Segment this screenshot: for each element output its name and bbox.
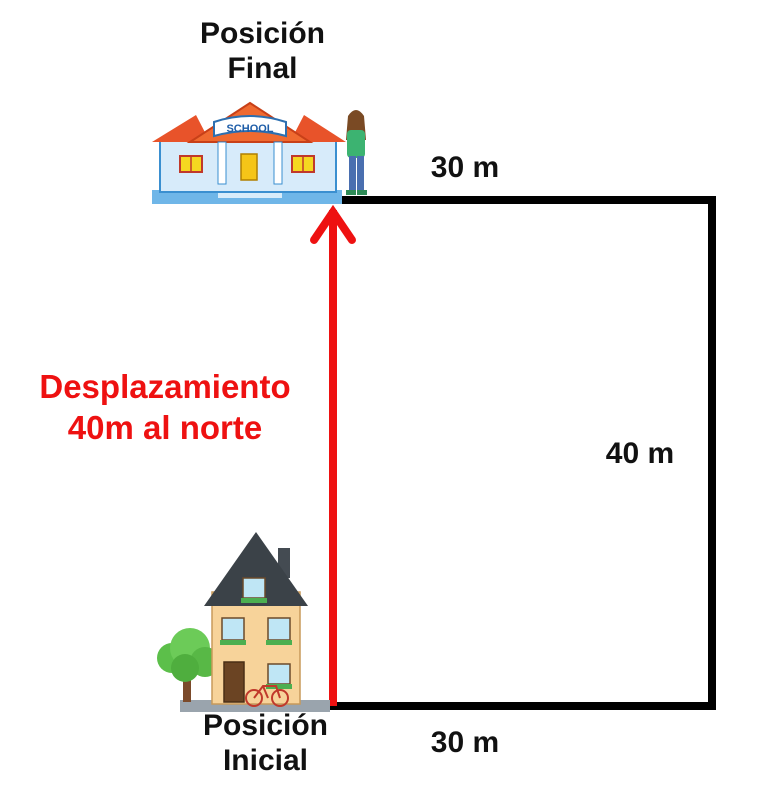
displacement-label: Desplazamiento 40m al norte: [10, 366, 320, 449]
displacement-line1: Desplazamiento: [39, 368, 291, 405]
final-position-line1: Posición: [199, 17, 326, 50]
walked-path: [329, 196, 716, 710]
tree-icon: [157, 628, 220, 702]
displacement-arrowhead: [310, 204, 356, 244]
final-position-line2: Final: [227, 52, 298, 86]
school-icon: SCHOOL: [152, 101, 346, 204]
final-position-label: Posición Final: [180, 16, 345, 87]
top-distance-label: 30 m: [430, 151, 500, 184]
initial-position-label: Posición Inicial: [183, 708, 348, 779]
bottom-distance-label: 30 m: [430, 726, 500, 759]
school-sign-text: SCHOOL: [226, 123, 273, 135]
right-distance-label: 40 m: [605, 437, 675, 470]
home-icon: [157, 532, 330, 712]
student-icon: [346, 110, 367, 195]
displacement-line2: 40m al norte: [67, 409, 263, 447]
bicycle-icon: [245, 685, 289, 707]
initial-position-line2: Inicial: [222, 744, 309, 778]
displacement-arrow: [310, 204, 356, 706]
initial-position-line1: Posición: [202, 709, 329, 742]
